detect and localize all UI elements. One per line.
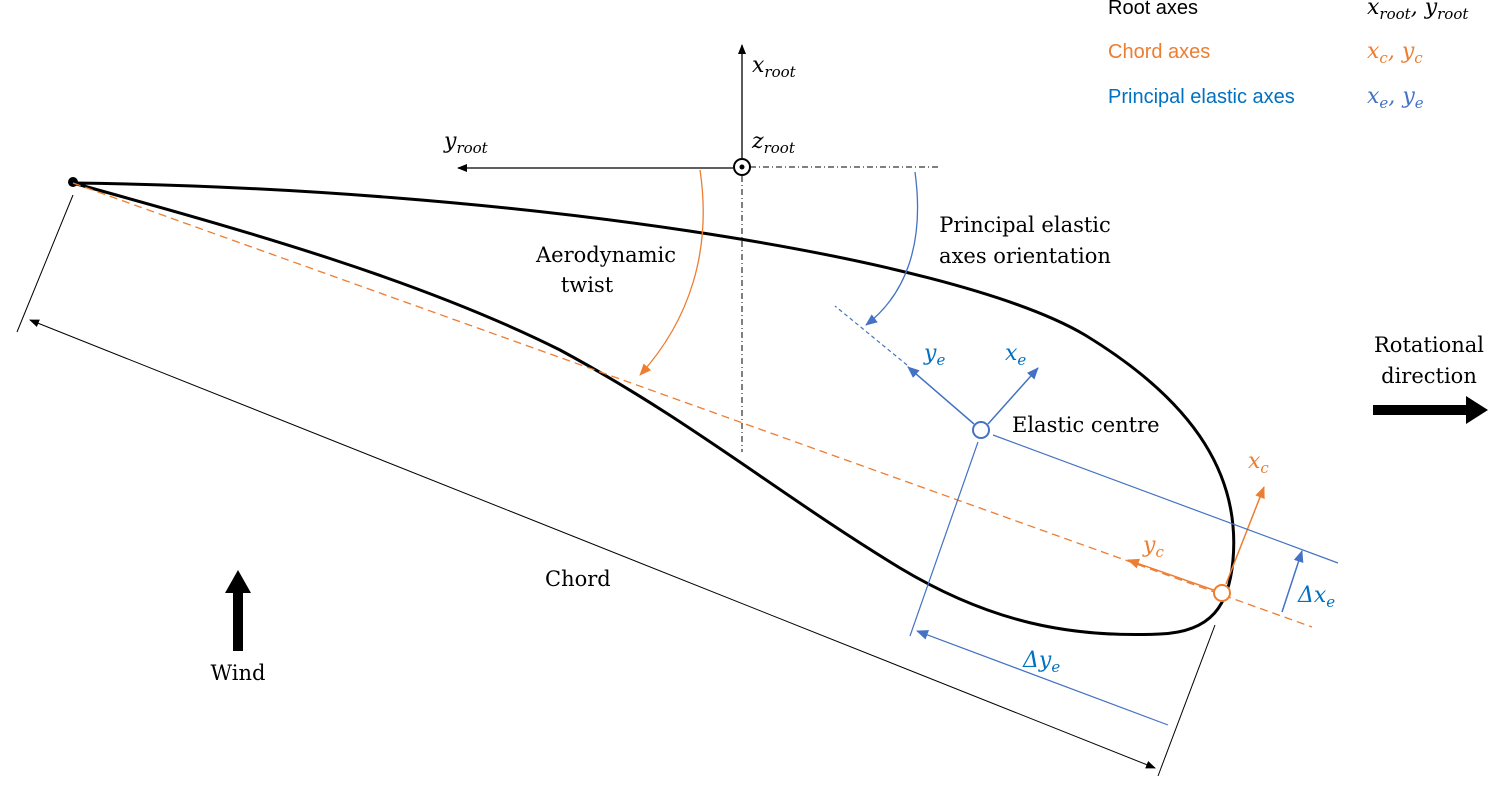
legend-elastic-label: Principal elastic axes [1108, 86, 1295, 108]
z-root-label: zroot [751, 129, 796, 157]
dye-label: Δye [1022, 648, 1060, 676]
ye-axis-arrow [907, 366, 975, 425]
chord-origin-marker [1213, 584, 1231, 602]
legend-root-label: Root axes [1108, 0, 1198, 19]
chord-line [72, 182, 1313, 628]
elastic-orientation-label-line1: Principal elastic [939, 213, 1111, 237]
legend-chord-symbols: xc, yc [1367, 39, 1423, 67]
elastic-centre-marker [972, 421, 990, 439]
xe-label: xe [1005, 341, 1026, 369]
elastic-parallel-line [992, 434, 1339, 564]
aero-twist-label-line2: twist [561, 273, 614, 297]
legend-chord-label: Chord axes [1108, 41, 1210, 63]
elastic-orientation-label-line2: axes orientation [939, 244, 1111, 268]
legend-elastic-symbols: xe, ye [1367, 84, 1424, 112]
chord-dimension-line [29, 319, 1156, 769]
chord-label: Chord [545, 567, 611, 591]
rotational-label-line2: direction [1381, 364, 1477, 388]
aero-twist-arc [639, 169, 704, 376]
elastic-orientation-arc [865, 171, 919, 326]
rotational-label-line1: Rotational [1374, 333, 1484, 357]
elastic-orientation-dashed [834, 305, 908, 366]
z-root-dot [739, 164, 745, 170]
chord-extension-right [1157, 624, 1216, 777]
legend: Root axes xroot, yroot Chord axes xc, yc… [1108, 0, 1469, 112]
dxe-label: Δxe [1297, 583, 1335, 611]
chord-extension-left [16, 194, 74, 333]
xc-axis-arrow [1225, 486, 1265, 585]
y-root-label: yroot [443, 129, 489, 157]
trailing-edge-point [68, 177, 78, 187]
wind-arrow-icon [225, 570, 251, 651]
x-root-label: xroot [752, 53, 797, 81]
elastic-perpendicular-line [909, 441, 979, 637]
wind-label: Wind [211, 661, 266, 685]
elastic-centre-label: Elastic centre [1012, 413, 1160, 437]
xe-axis-arrow [987, 367, 1039, 425]
legend-root-symbols: xroot, yroot [1367, 0, 1469, 23]
ye-label: ye [923, 341, 945, 369]
dye-arrow [916, 630, 1169, 726]
xc-label: xc [1248, 449, 1269, 477]
rotational-direction-arrow-icon [1373, 396, 1488, 424]
aero-twist-label-line1: Aerodynamic [535, 243, 676, 267]
dxe-arrow [1281, 550, 1304, 613]
yc-axis-arrow [1127, 558, 1223, 594]
yc-label: yc [1142, 533, 1164, 561]
